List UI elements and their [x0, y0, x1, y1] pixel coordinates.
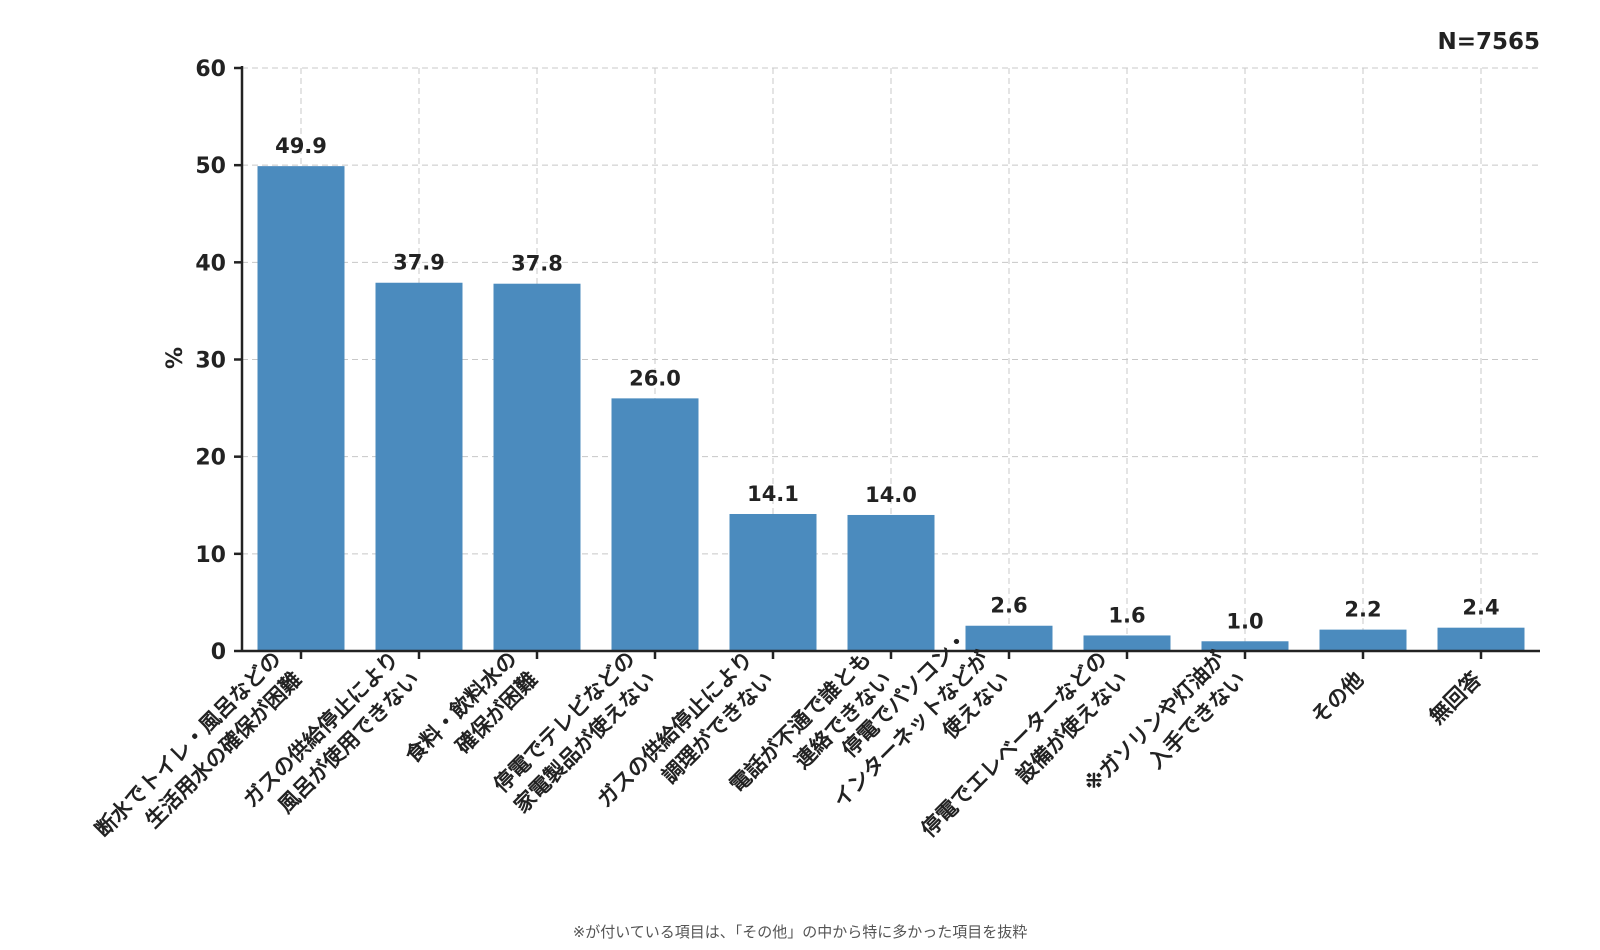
bar [493, 283, 581, 651]
data-label: 37.8 [511, 252, 563, 276]
y-tick-label: 30 [195, 349, 226, 374]
y-axis-label: % [163, 347, 188, 369]
data-label: 1.0 [1226, 609, 1263, 633]
bars [257, 166, 1525, 651]
bar [611, 398, 699, 651]
category-label-line: 停電でエレベーターなどの [917, 647, 1112, 842]
category-labels: 断水でトイレ・風呂などの生活用水の確保が困難ガスの供給停止により風呂が使用できな… [91, 626, 1487, 842]
bar [375, 282, 463, 651]
data-label: 26.0 [629, 366, 681, 390]
data-labels: 49.9 37.9 37.8 26.0 14.1 14.0 2.6 1.6 1.0 2.2 2.4 [275, 134, 1500, 633]
y-tick-label: 0 [211, 640, 226, 665]
category-label-line: 断水でトイレ・風呂などの [91, 647, 286, 842]
category-label-line: その他 [1307, 667, 1369, 729]
bar [847, 514, 935, 651]
bar [1437, 627, 1525, 651]
bar [965, 625, 1053, 651]
data-label: 2.4 [1462, 596, 1499, 620]
bar [1319, 629, 1407, 651]
y-tick-label: 60 [195, 57, 226, 82]
sample-size-label: N=7565 [1437, 29, 1540, 55]
y-tick-label: 50 [195, 154, 226, 179]
bar [1201, 641, 1289, 651]
y-tick-label: 10 [195, 543, 226, 568]
data-label: 2.2 [1344, 598, 1381, 622]
bar [1083, 635, 1171, 651]
bar [729, 513, 817, 651]
bar [257, 166, 345, 651]
category-label: 無回答 [1425, 667, 1487, 729]
data-label: 14.1 [747, 482, 799, 506]
data-label: 2.6 [990, 594, 1027, 618]
footnote: ※が付いている項目は、「その他」の中から特に多かった項目を抜粋 [573, 923, 1028, 941]
y-tick-label: 20 [195, 446, 226, 471]
y-tick-labels: 0 10 20 30 40 50 60 [195, 57, 1483, 665]
y-tick-label: 40 [195, 251, 226, 276]
category-label-line: 無回答 [1425, 667, 1487, 729]
data-label: 1.6 [1108, 603, 1145, 627]
data-label: 14.0 [865, 483, 917, 507]
category-label: その他 [1307, 667, 1369, 729]
data-label: 37.9 [393, 251, 445, 275]
data-label: 49.9 [275, 134, 327, 158]
